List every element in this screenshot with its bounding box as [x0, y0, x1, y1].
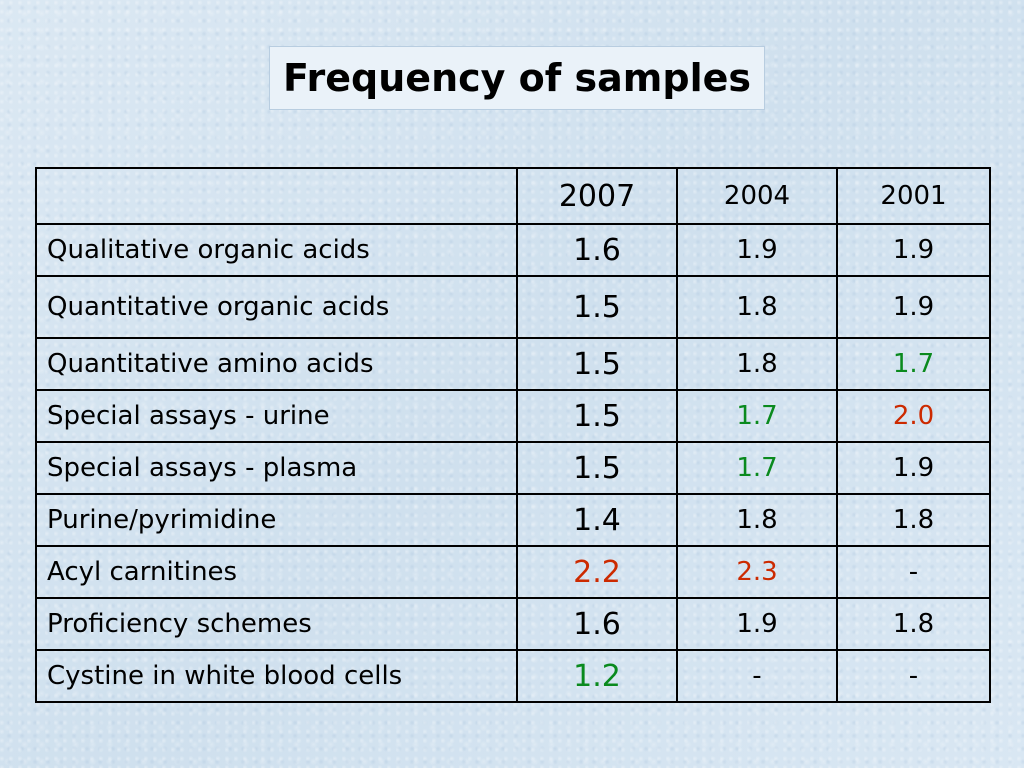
value-2007: 2.2 [516, 545, 678, 599]
value-2001: 1.9 [836, 275, 991, 339]
row-label: Qualitative organic acids [35, 223, 518, 277]
row-label: Acyl carnitines [35, 545, 518, 599]
value-2007: 1.5 [516, 337, 678, 391]
row-label: Special assays - plasma [35, 441, 518, 495]
table-row: Qualitative organic acids 1.6 1.9 1.9 [35, 223, 991, 277]
header-cell-2004: 2004 [676, 167, 838, 225]
row-label: Quantitative amino acids [35, 337, 518, 391]
table-row: Cystine in white blood cells 1.2 - - [35, 649, 991, 703]
row-label: Cystine in white blood cells [35, 649, 518, 703]
table-header-row: 2007 2004 2001 [35, 167, 991, 225]
value-2004: - [676, 649, 838, 703]
row-label: Quantitative organic acids [35, 275, 518, 339]
row-label: Proficiency schemes [35, 597, 518, 651]
value-2001: 1.9 [836, 441, 991, 495]
table-row: Purine/pyrimidine 1.4 1.8 1.8 [35, 493, 991, 547]
value-2004: 1.7 [676, 389, 838, 443]
page-title: Frequency of samples [283, 56, 751, 100]
value-2007: 1.5 [516, 275, 678, 339]
row-label: Special assays - urine [35, 389, 518, 443]
value-2007: 1.5 [516, 389, 678, 443]
value-2004: 1.9 [676, 597, 838, 651]
value-2007: 1.2 [516, 649, 678, 703]
table-row: Proficiency schemes 1.6 1.9 1.8 [35, 597, 991, 651]
title-box: Frequency of samples [269, 46, 765, 110]
value-2007: 1.4 [516, 493, 678, 547]
table-row: Quantitative amino acids 1.5 1.8 1.7 [35, 337, 991, 391]
header-cell-2007: 2007 [516, 167, 678, 225]
row-label: Purine/pyrimidine [35, 493, 518, 547]
value-2001: 2.0 [836, 389, 991, 443]
value-2001: 1.7 [836, 337, 991, 391]
value-2001: 1.8 [836, 493, 991, 547]
value-2001: - [836, 649, 991, 703]
value-2004: 1.8 [676, 337, 838, 391]
header-cell-2001: 2001 [836, 167, 991, 225]
value-2004: 2.3 [676, 545, 838, 599]
value-2004: 1.9 [676, 223, 838, 277]
value-2001: 1.8 [836, 597, 991, 651]
value-2007: 1.6 [516, 597, 678, 651]
value-2004: 1.8 [676, 493, 838, 547]
table-row: Acyl carnitines 2.2 2.3 - [35, 545, 991, 599]
frequency-table: 2007 2004 2001 Qualitative organic acids… [35, 167, 991, 703]
value-2004: 1.7 [676, 441, 838, 495]
table-row: Special assays - urine 1.5 1.7 2.0 [35, 389, 991, 443]
value-2004: 1.8 [676, 275, 838, 339]
table-row: Quantitative organic acids 1.5 1.8 1.9 [35, 275, 991, 339]
value-2001: 1.9 [836, 223, 991, 277]
header-cell-empty [35, 167, 518, 225]
value-2007: 1.6 [516, 223, 678, 277]
table-row: Special assays - plasma 1.5 1.7 1.9 [35, 441, 991, 495]
value-2001: - [836, 545, 991, 599]
value-2007: 1.5 [516, 441, 678, 495]
